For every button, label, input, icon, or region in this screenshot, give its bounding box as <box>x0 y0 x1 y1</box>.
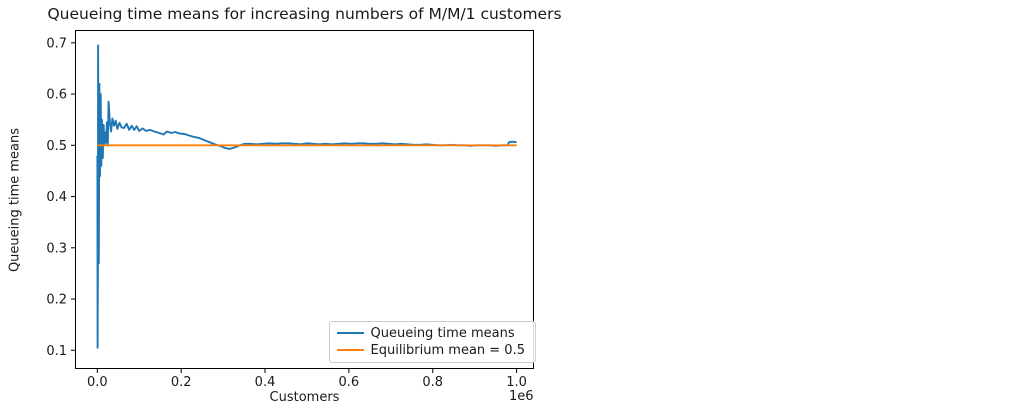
plot-box-spines <box>75 30 534 369</box>
x-tick-label: 0.0 <box>87 375 108 390</box>
y-tick-label: 0.2 <box>46 293 67 308</box>
y-axis-label: Queueing time means <box>7 127 23 273</box>
x-tick-label: 0.6 <box>339 375 360 390</box>
legend-entry-queueing-time-means: Queueing time means <box>336 325 525 342</box>
y-tick-label: 0.3 <box>46 241 67 256</box>
x-axis-offset-text: 1e6 <box>508 389 534 404</box>
legend-label: Queueing time means <box>370 325 515 341</box>
y-tick-label: 0.1 <box>46 344 67 359</box>
x-tick-label: 0.4 <box>255 375 276 390</box>
y-tick-label: 0.7 <box>46 36 67 51</box>
chart-title: Queueing time means for increasing numbe… <box>47 5 562 23</box>
series-line-0 <box>96 44 517 349</box>
y-tick-label: 0.5 <box>46 139 67 154</box>
y-tick-label: 0.4 <box>46 190 67 205</box>
x-tick-label: 1.0 <box>506 375 527 390</box>
y-tick-label: 0.6 <box>46 88 67 103</box>
legend-line-sample-blue <box>336 332 364 334</box>
legend: Queueing time means Equilibrium mean = 0… <box>328 320 536 363</box>
legend-line-sample-orange <box>336 349 364 351</box>
x-axis-label: Customers <box>269 390 340 405</box>
legend-entry-equilibrium-mean: Equilibrium mean = 0.5 <box>336 342 525 359</box>
x-tick-label: 0.2 <box>171 375 192 390</box>
x-tick-label: 0.8 <box>422 375 443 390</box>
legend-label: Equilibrium mean = 0.5 <box>370 342 525 358</box>
